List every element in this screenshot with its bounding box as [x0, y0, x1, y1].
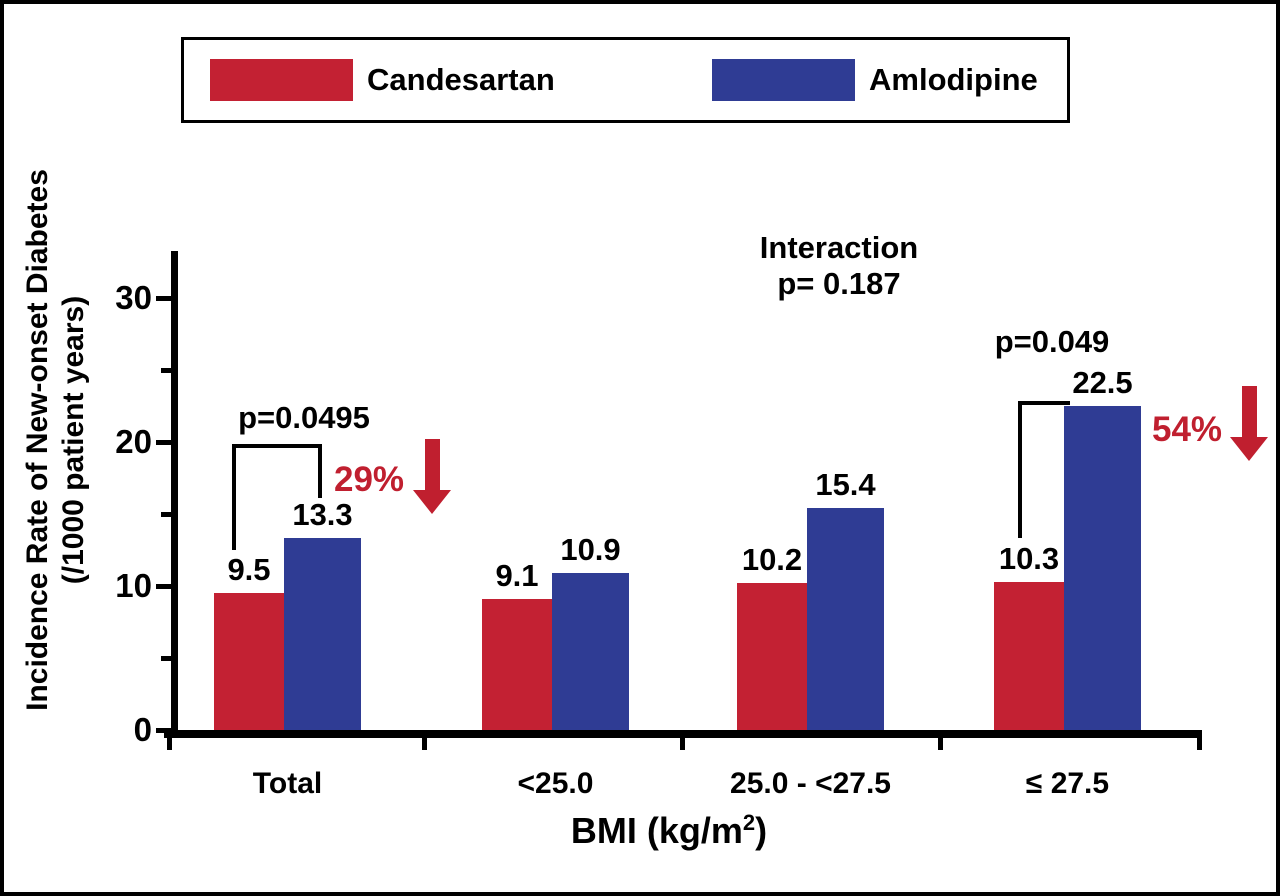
x-axis-title-superscript: 2	[742, 810, 756, 835]
x-axis-tick	[1197, 738, 1202, 750]
x-axis-tick	[938, 738, 943, 750]
percent-reduction-total: 29%	[334, 460, 405, 499]
x-axis-tick	[167, 738, 172, 750]
y-axis-minor-tick	[161, 656, 171, 661]
x-axis-tick	[680, 738, 685, 750]
y-axis-tick-label: 0	[133, 711, 152, 748]
legend-label-candesartan: Candesartan	[367, 62, 555, 97]
y-axis-title-line1: Incidence Rate of New-onset Diabetes	[21, 169, 54, 711]
x-category-label-1: Total	[252, 767, 323, 800]
y-axis-major-tick	[156, 584, 171, 589]
bar-value-amlodipine-1: 13.3	[292, 497, 353, 533]
down-arrow-total-icon	[413, 490, 451, 514]
x-axis-title-close: )	[755, 810, 768, 851]
bar-candesartan-4	[994, 581, 1064, 730]
down-arrow-total-shaft	[425, 439, 440, 491]
y-axis-tick-label: 10	[115, 567, 152, 604]
bar-value-candesartan-3: 10.2	[741, 542, 803, 578]
x-category-label-4: ≤ 27.5	[1025, 767, 1110, 800]
bar-value-candesartan-1: 9.5	[227, 552, 271, 588]
bar-candesartan-3	[737, 583, 807, 730]
x-category-label-3: 25.0 - <27.5	[730, 767, 891, 800]
y-axis-tick-label: 20	[115, 423, 152, 460]
x-axis-tick	[422, 738, 427, 750]
interaction-line2: p= 0.187	[777, 266, 901, 301]
bar-value-amlodipine-2: 10.9	[560, 532, 621, 568]
x-axis-title: BMI (kg/m2)	[519, 810, 819, 852]
down-arrow-high-bmi-icon	[1230, 437, 1268, 461]
legend-item-candesartan: Candesartan	[210, 59, 555, 101]
y-axis-minor-tick	[161, 368, 171, 373]
bar-candesartan-1	[214, 593, 284, 730]
down-arrow-high-bmi-shaft	[1242, 386, 1257, 438]
bar-value-candesartan-4: 10.3	[998, 540, 1060, 576]
bar-amlodipine-4	[1064, 406, 1141, 730]
bar-value-amlodipine-4: 22.5	[1072, 365, 1133, 400]
legend-label-amlodipine: Amlodipine	[869, 62, 1038, 97]
x-axis-line	[164, 730, 1202, 738]
interaction-annotation: Interaction p= 0.187	[689, 230, 989, 302]
legend-swatch-amlodipine	[712, 59, 855, 101]
x-axis-title-text: BMI (kg/m	[570, 810, 743, 851]
y-axis-major-tick	[156, 440, 171, 445]
y-axis-minor-tick	[161, 512, 171, 517]
interaction-line1: Interaction	[759, 230, 919, 265]
legend-swatch-candesartan	[210, 59, 353, 101]
bracket-high-bmi-left-leg	[1018, 401, 1022, 538]
y-axis-tick-label: 30	[115, 279, 152, 316]
bracket-total-top	[232, 444, 322, 448]
bar-amlodipine-1	[284, 538, 361, 730]
y-axis-line	[171, 251, 178, 738]
y-axis-major-tick	[156, 728, 171, 733]
bar-amlodipine-2	[552, 573, 629, 730]
bar-amlodipine-3	[807, 508, 884, 730]
bar-value-amlodipine-3: 15.4	[815, 467, 876, 503]
bracket-total-left-leg	[232, 444, 236, 550]
y-axis-major-tick	[156, 296, 171, 301]
percent-reduction-high-bmi: 54%	[1152, 410, 1223, 449]
bracket-total-right-leg	[318, 444, 322, 498]
x-category-label-2: <25.0	[517, 767, 594, 800]
p-value-high-bmi: p=0.049	[994, 324, 1110, 359]
legend: Candesartan Amlodipine	[181, 37, 1070, 123]
bar-candesartan-2	[482, 598, 552, 730]
bracket-high-bmi-top	[1018, 401, 1070, 405]
legend-item-amlodipine: Amlodipine	[712, 59, 1038, 101]
bar-value-candesartan-2: 9.1	[495, 557, 539, 593]
p-value-total: p=0.0495	[238, 400, 370, 435]
